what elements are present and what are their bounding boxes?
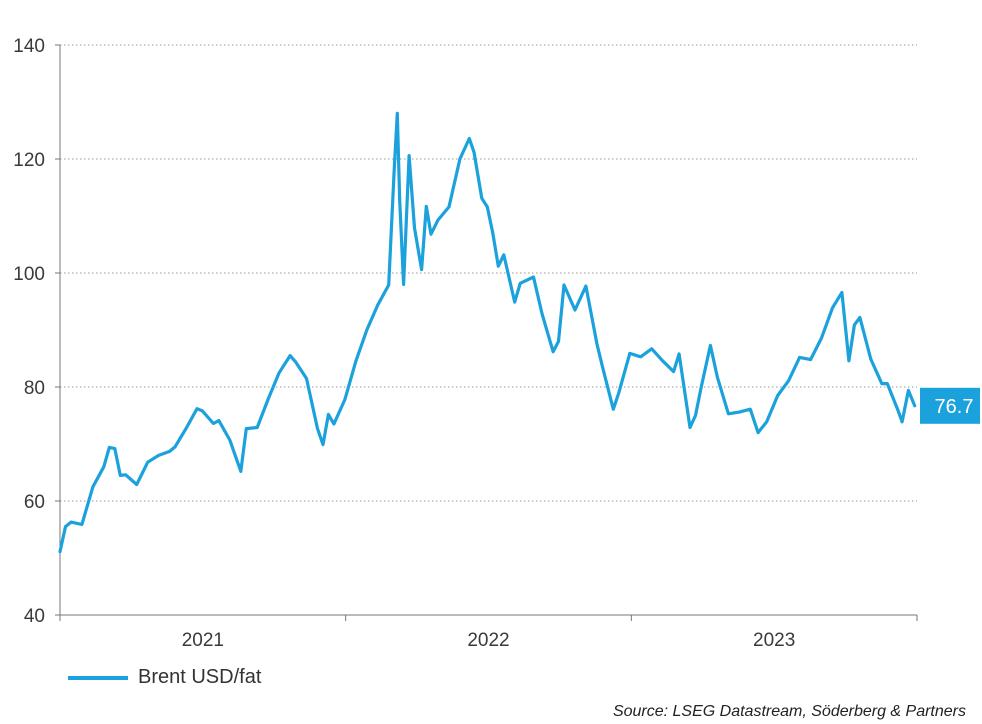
last-value-box [920,387,980,424]
legend-label-brent: Brent USD/fat [138,666,262,688]
line-chart: 40 60 80 100 120 140 2021 2022 2023 76.7 [13,36,980,651]
y-tick-label: 60 [24,492,45,513]
last-value-text: 76.7 [935,396,974,418]
y-tick-label: 80 [24,378,45,399]
legend-swatch-brent [68,675,128,680]
y-tick-label: 120 [13,150,45,171]
y-axis: 40 60 80 100 120 140 [13,36,61,627]
y-tick-label: 40 [24,606,45,627]
series-line-brent [58,111,917,554]
x-tick-label: 2022 [467,630,509,651]
legend: Brent USD/fat [68,666,261,689]
x-tick-label: 2021 [182,630,224,651]
source-note: Source: LSEG Datastream, Söderberg & Par… [612,703,966,720]
gridlines [60,44,917,502]
y-tick-label: 140 [13,36,45,57]
y-tick-label: 100 [13,264,45,285]
last-value-badge: 76.7 [920,387,980,424]
x-axis: 2021 2022 2023 [59,614,918,651]
x-tick-label: 2023 [753,630,795,651]
